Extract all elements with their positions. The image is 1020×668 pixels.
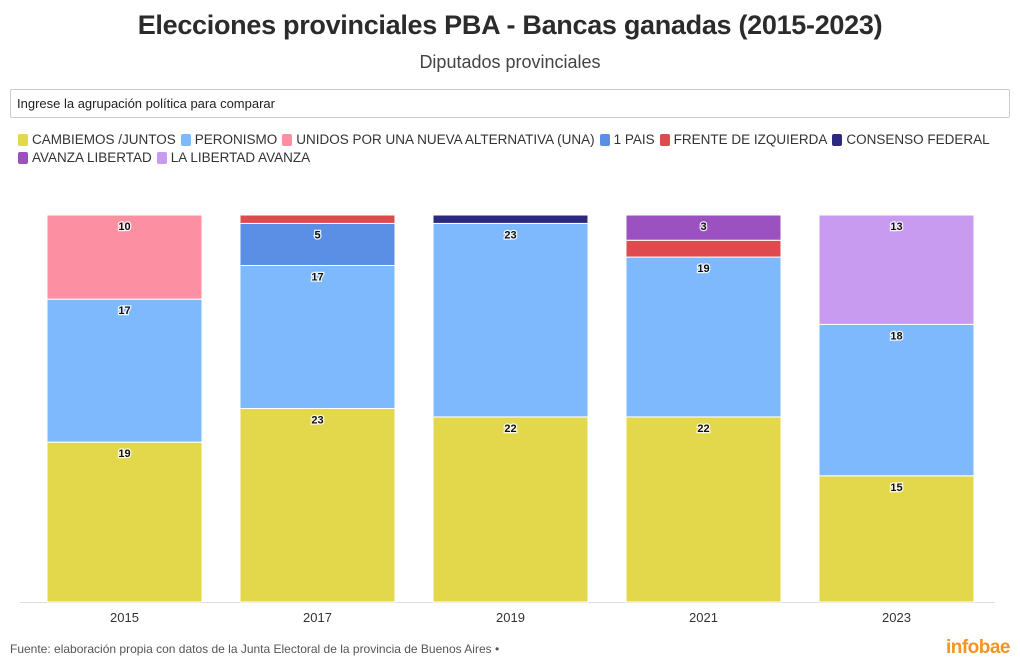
bar-value-label: 23 (311, 415, 323, 427)
bar-value-label: 3 (700, 221, 706, 233)
bar-value-label: 13 (890, 221, 902, 233)
legend-swatch (599, 134, 610, 146)
bar-value-label: 19 (118, 448, 130, 460)
bar-segment[interactable] (46, 441, 203, 603)
legend-label: CONSENSO FEDERAL (846, 132, 990, 147)
bar-segment[interactable] (239, 214, 396, 224)
legend-item[interactable]: AVANZA LIBERTAD (18, 150, 152, 166)
bar-segment[interactable] (239, 408, 396, 603)
source-note: Fuente: elaboración propia con datos de … (10, 642, 500, 656)
bar-segment[interactable] (432, 222, 589, 418)
legend-label: LA LIBERTAD AVANZA (170, 150, 311, 165)
legend-swatch (282, 134, 293, 146)
legend-item[interactable]: UNIDOS POR UNA NUEVA ALTERNATIVA (UNA) (282, 132, 595, 148)
bar-value-label: 22 (504, 423, 516, 435)
legend-label: UNIDOS POR UNA NUEVA ALTERNATIVA (UNA) (296, 132, 595, 147)
bar-value-label: 15 (890, 482, 902, 494)
chart-legend: CAMBIEMOS /JUNTOS PERONISMO UNIDOS POR UNA… (18, 132, 1008, 168)
legend-label: PERONISMO (194, 132, 278, 147)
bar-value-label: 19 (697, 263, 709, 275)
bar-value-label: 10 (118, 221, 130, 233)
bar-segment[interactable] (625, 214, 782, 241)
legend-item[interactable]: CAMBIEMOS /JUNTOS (18, 132, 176, 148)
legend-item[interactable]: 1 PAIS (599, 132, 655, 148)
x-tick-label: 2021 (689, 610, 718, 625)
bar-segment[interactable] (239, 264, 396, 410)
x-tick-label: 2017 (303, 610, 332, 625)
legend-swatch (659, 134, 670, 146)
legend-label: FRENTE DE IZQUIERDA (673, 132, 828, 147)
x-tick-label: 2015 (110, 610, 139, 625)
bar-segment[interactable] (818, 323, 975, 477)
x-tick-label: 2019 (496, 610, 525, 625)
party-search-input[interactable]: Ingrese la agrupación política para comp… (10, 89, 1010, 118)
legend-item[interactable]: FRENTE DE IZQUIERDA (659, 132, 828, 148)
bar-segment[interactable] (625, 239, 782, 258)
bar-segment[interactable] (46, 298, 203, 443)
bar-value-label: 23 (504, 229, 516, 241)
legend-label: AVANZA LIBERTAD (32, 150, 152, 165)
legend-swatch (180, 134, 191, 146)
bar-value-label: 18 (890, 330, 902, 342)
legend-swatch (156, 152, 167, 164)
x-tick-label: 2023 (882, 610, 911, 625)
stacked-bar-chart: 19 17 10 2015 23 17 5 2017 22 23 2019 22 19 3 2021 15 18… (20, 214, 995, 625)
legend-item[interactable]: PERONISMO (180, 132, 278, 148)
bar-segment[interactable] (239, 222, 396, 266)
bar-segment[interactable] (432, 214, 589, 224)
legend-swatch (832, 134, 843, 146)
bar-value-label: 5 (314, 229, 320, 241)
bar-segment[interactable] (818, 475, 975, 603)
chart-title: Elecciones provinciales PBA - Bancas gan… (137, 10, 883, 40)
bar-segment[interactable] (625, 416, 782, 603)
bar-segment[interactable] (818, 214, 975, 325)
bar-value-label: 22 (697, 423, 709, 435)
legend-label: CAMBIEMOS /JUNTOS (32, 132, 176, 147)
bar-value-label: 17 (118, 305, 130, 317)
chart-subtitle: Diputados provinciales (419, 52, 601, 72)
legend-label: 1 PAIS (613, 132, 655, 147)
bar-value-label: 17 (311, 271, 323, 283)
legend-item[interactable]: LA LIBERTAD AVANZA (156, 150, 311, 166)
bar-segment[interactable] (432, 416, 589, 603)
infobae-logo: infobae (945, 637, 1011, 658)
legend-item[interactable]: CONSENSO FEDERAL (832, 132, 990, 148)
legend-swatch (18, 152, 28, 164)
bar-segment[interactable] (46, 214, 203, 300)
bar-segment[interactable] (625, 256, 782, 418)
legend-swatch (18, 134, 28, 146)
